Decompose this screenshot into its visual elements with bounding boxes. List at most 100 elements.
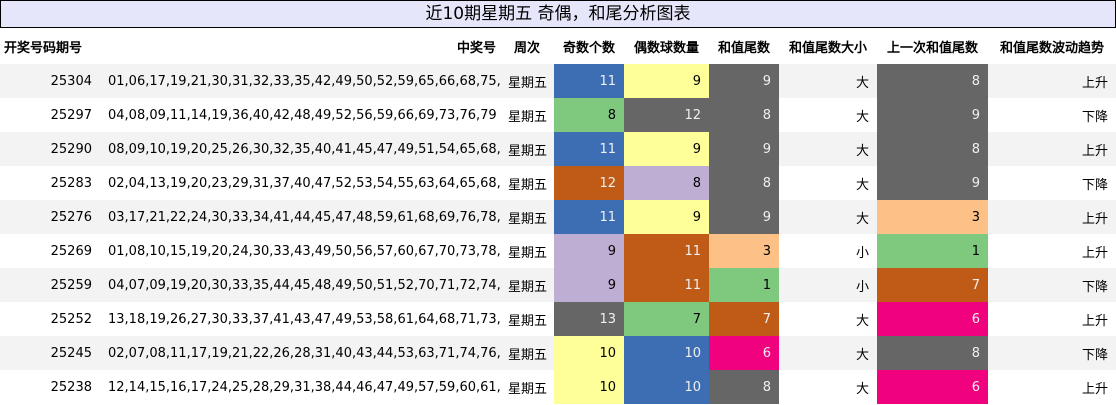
header-tail-size: 和值尾数大小 [788,40,867,56]
sum-tail-cell: 9 [709,64,779,98]
weekday-cell: 星期五 [500,200,554,234]
winning-numbers-cell: 08,09,10,19,20,25,26,30,32,35,40,41,45,4… [100,132,500,166]
chart-title: 近10期星期五 奇偶，和尾分析图表 [0,0,1116,28]
header-weekday: 周次 [513,40,540,56]
trend-cell: 下降 [988,98,1116,132]
header-period: 开奖号码期号 [4,40,83,56]
header-prev-tail: 上一次和值尾数 [886,40,978,56]
sum-tail-cell: 8 [709,370,779,404]
odd-count-cell: 11 [554,64,624,98]
tail-size-cell: 大 [779,336,877,370]
even-count-cell: 12 [624,98,709,132]
odd-count-cell: 11 [554,200,624,234]
weekday-cell: 星期五 [500,268,554,302]
weekday-cell: 星期五 [500,64,554,98]
header-even-count: 偶数球数量 [633,40,699,56]
prev-tail-cell: 6 [877,302,988,336]
odd-count-cell: 11 [554,132,624,166]
period-cell: 25252 [0,302,100,336]
trend-cell: 下降 [988,166,1116,200]
even-count-cell: 10 [624,336,709,370]
table-row: 25304 01,06,17,19,21,30,31,32,33,35,42,49… [0,64,1116,98]
sum-tail-cell: 8 [709,166,779,200]
sum-tail-cell: 7 [709,302,779,336]
table-row: 25238 12,14,15,16,17,24,25,28,29,31,38,44… [0,370,1116,404]
even-count-cell: 8 [624,166,709,200]
prev-tail-cell: 9 [877,98,988,132]
odd-count-cell: 12 [554,166,624,200]
header-trend: 和值尾数波动趋势 [999,40,1104,56]
tail-size-cell: 小 [779,268,877,302]
even-count-cell: 9 [624,200,709,234]
trend-cell: 上升 [988,64,1116,98]
even-count-cell: 9 [624,64,709,98]
prev-tail-cell: 1 [877,234,988,268]
odd-count-cell: 9 [554,268,624,302]
table-row: 25259 04,07,09,19,20,30,33,35,44,45,48,49… [0,268,1116,302]
period-cell: 25269 [0,234,100,268]
trend-cell: 上升 [988,132,1116,166]
odd-count-cell: 8 [554,98,624,132]
weekday-cell: 星期五 [500,302,554,336]
trend-cell: 下降 [988,336,1116,370]
tail-size-cell: 大 [779,166,877,200]
header-odd-count: 奇数个数 [562,40,615,56]
winning-numbers-cell: 01,08,10,15,19,20,24,30,33,43,49,50,56,5… [100,234,500,268]
tail-size-cell: 大 [779,98,877,132]
sum-tail-cell: 9 [709,200,779,234]
prev-tail-cell: 9 [877,166,988,200]
tail-size-cell: 小 [779,234,877,268]
prev-tail-cell: 7 [877,268,988,302]
prev-tail-cell: 8 [877,336,988,370]
period-cell: 25290 [0,132,100,166]
period-cell: 25245 [0,336,100,370]
even-count-cell: 11 [624,268,709,302]
odd-count-cell: 9 [554,234,624,268]
weekday-cell: 星期五 [500,98,554,132]
table-body: 25304 01,06,17,19,21,30,31,32,33,35,42,49… [0,64,1116,404]
sum-tail-cell: 8 [709,98,779,132]
weekday-cell: 星期五 [500,234,554,268]
winning-numbers-cell: 04,08,09,11,14,19,36,40,42,48,49,52,56,5… [100,98,500,132]
table-row: 25245 02,07,08,11,17,19,21,22,26,28,31,40… [0,336,1116,370]
winning-numbers-cell: 12,14,15,16,17,24,25,28,29,31,38,44,46,4… [100,370,500,404]
table-row: 25252 13,18,19,26,27,30,33,37,41,43,47,49… [0,302,1116,336]
table-row: 25290 08,09,10,19,20,25,26,30,32,35,40,41… [0,132,1116,166]
period-cell: 25276 [0,200,100,234]
weekday-cell: 星期五 [500,166,554,200]
trend-cell: 上升 [988,370,1116,404]
even-count-cell: 11 [624,234,709,268]
header-sum-tail: 和值尾数 [717,40,770,56]
tail-size-cell: 大 [779,64,877,98]
tail-size-cell: 大 [779,302,877,336]
period-cell: 25283 [0,166,100,200]
weekday-cell: 星期五 [500,370,554,404]
prev-tail-cell: 8 [877,64,988,98]
winning-numbers-cell: 01,06,17,19,21,30,31,32,33,35,42,49,50,5… [100,64,500,98]
tail-size-cell: 大 [779,200,877,234]
period-cell: 25297 [0,98,100,132]
period-cell: 25304 [0,64,100,98]
odd-count-cell: 13 [554,302,624,336]
odd-count-cell: 10 [554,370,624,404]
trend-cell: 上升 [988,302,1116,336]
tail-size-cell: 大 [779,132,877,166]
prev-tail-cell: 8 [877,132,988,166]
even-count-cell: 9 [624,132,709,166]
period-cell: 25259 [0,268,100,302]
table-row: 25297 04,08,09,11,14,19,36,40,42,48,49,52… [0,98,1116,132]
winning-numbers-cell: 13,18,19,26,27,30,33,37,41,43,47,49,53,5… [100,302,500,336]
analysis-table: 开奖号码期号 中奖号 周次 奇数个数 偶数球数量 和值尾数 和值尾数大小 上一次… [0,28,1116,404]
period-cell: 25238 [0,370,100,404]
prev-tail-cell: 6 [877,370,988,404]
winning-numbers-cell: 02,07,08,11,17,19,21,22,26,28,31,40,43,4… [100,336,500,370]
sum-tail-cell: 9 [709,132,779,166]
sum-tail-cell: 1 [709,268,779,302]
weekday-cell: 星期五 [500,132,554,166]
even-count-cell: 10 [624,370,709,404]
header-numbers: 中奖号 [456,40,496,56]
trend-cell: 上升 [988,234,1116,268]
trend-cell: 上升 [988,200,1116,234]
winning-numbers-cell: 03,17,21,22,24,30,33,34,41,44,45,47,48,5… [100,200,500,234]
sum-tail-cell: 3 [709,234,779,268]
